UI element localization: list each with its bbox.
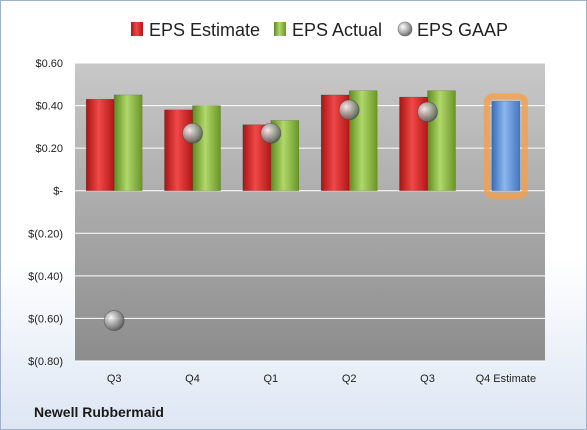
y-tick-label: $- (53, 186, 63, 198)
x-tick-label: Q4 Estimate (476, 373, 537, 385)
y-axis: $0.60 $0.40 $0.20 $- $(0.20) $(0.40) $(0.60) $(… (28, 58, 63, 368)
y-tick-label: $(0.60) (28, 313, 63, 325)
y-tick-label: $0.40 (35, 101, 63, 113)
gaap-point-3 (338, 99, 360, 121)
legend-label: EPS Estimate (149, 20, 260, 40)
x-tick-label: Q3 (420, 373, 435, 385)
x-tick-label: Q2 (342, 373, 357, 385)
gaap-point-1 (182, 122, 203, 144)
y-tick-label: $(0.40) (28, 271, 63, 283)
gaap-point-0 (103, 310, 125, 331)
x-tick-label: Q4 (185, 373, 200, 385)
estimate-highlight (483, 93, 528, 199)
y-tick-label: $0.60 (35, 58, 63, 70)
plot-area (75, 63, 545, 361)
y-tick-label: $0.20 (35, 143, 63, 155)
y-tick-label: $(0.20) (28, 228, 63, 240)
x-tick-label: Q1 (263, 373, 278, 385)
legend-label: EPS GAAP (417, 20, 508, 40)
gaap-point-2 (260, 122, 282, 144)
bar-eps-estimate-0 (85, 98, 115, 191)
x-axis: Q3 Q4 Q1 Q2 Q3 Q4 Estimate (107, 373, 536, 385)
legend: EPS Estimate EPS Actual EPS GAAP (131, 20, 508, 40)
legend-swatch (131, 22, 143, 36)
legend-label: EPS Actual (292, 20, 382, 40)
bar-eps-estimate-1 (164, 109, 193, 191)
bar-estimate-5 (491, 101, 521, 191)
company-name: Newell Rubbermaid (34, 404, 164, 420)
gaap-point-4 (417, 101, 438, 123)
y-tick-label: $(0.80) (28, 356, 63, 368)
gridlines (75, 62, 545, 362)
x-tick-label: Q3 (107, 373, 122, 385)
legend-swatch (274, 22, 286, 36)
gaap-points (103, 99, 438, 331)
bar-eps-actual-1 (192, 105, 221, 191)
bar-eps-actual-0 (113, 94, 143, 191)
legend-marker-gaap (397, 21, 413, 37)
